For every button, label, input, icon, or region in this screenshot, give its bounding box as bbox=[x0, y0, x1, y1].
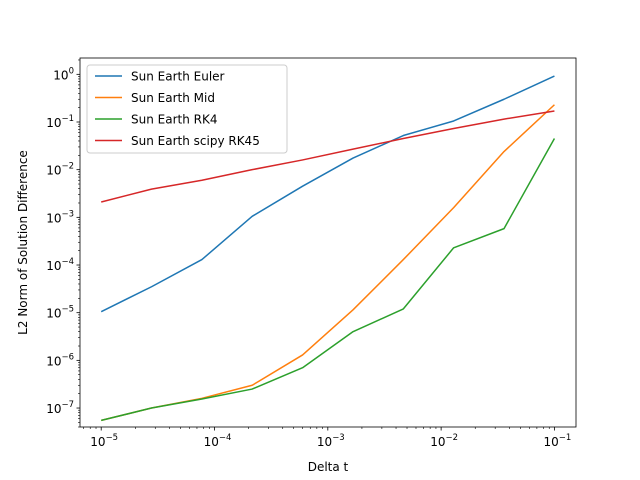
tick-label: 10−6 bbox=[46, 352, 74, 368]
y-axis-ticks: 10−7 10−6 10−5 10−4 10−3 10−2 10−1 100 bbox=[46, 59, 80, 428]
tick-label: 10−3 bbox=[46, 209, 74, 225]
series-line-2 bbox=[101, 138, 556, 422]
series-lines bbox=[100, 75, 556, 422]
tick-label: 10−2 bbox=[430, 433, 458, 449]
legend: Sun Earth Euler Sun Earth Mid Sun Earth RK… bbox=[86, 64, 288, 154]
tick-label: 10−7 bbox=[46, 400, 74, 416]
tick-label: 10−4 bbox=[204, 433, 232, 449]
tick-label: 10−2 bbox=[46, 162, 74, 178]
tick-label: 10−1 bbox=[46, 114, 74, 130]
y-axis-label: L2 Norm of Solution Difference bbox=[16, 150, 30, 335]
x-axis-ticks: 10−5 10−4 10−3 10−2 10−1 bbox=[83, 427, 572, 449]
legend-label: Sun Earth Euler bbox=[131, 70, 225, 84]
series-line-3 bbox=[101, 110, 555, 203]
legend-label: Sun Earth RK4 bbox=[131, 113, 217, 127]
legend-box bbox=[86, 64, 288, 154]
x-axis-label: Delta t bbox=[308, 460, 349, 474]
tick-label: 10−1 bbox=[544, 433, 572, 449]
legend-label: Sun Earth Mid bbox=[131, 91, 215, 105]
legend-label: Sun Earth scipy RK45 bbox=[131, 134, 260, 148]
tick-label: 10−5 bbox=[46, 305, 74, 321]
tick-label: 10−4 bbox=[46, 257, 74, 273]
tick-label: 10−5 bbox=[90, 433, 118, 449]
tick-label: 100 bbox=[53, 66, 74, 82]
tick-label: 10−3 bbox=[317, 433, 345, 449]
series-line-0 bbox=[100, 75, 555, 313]
